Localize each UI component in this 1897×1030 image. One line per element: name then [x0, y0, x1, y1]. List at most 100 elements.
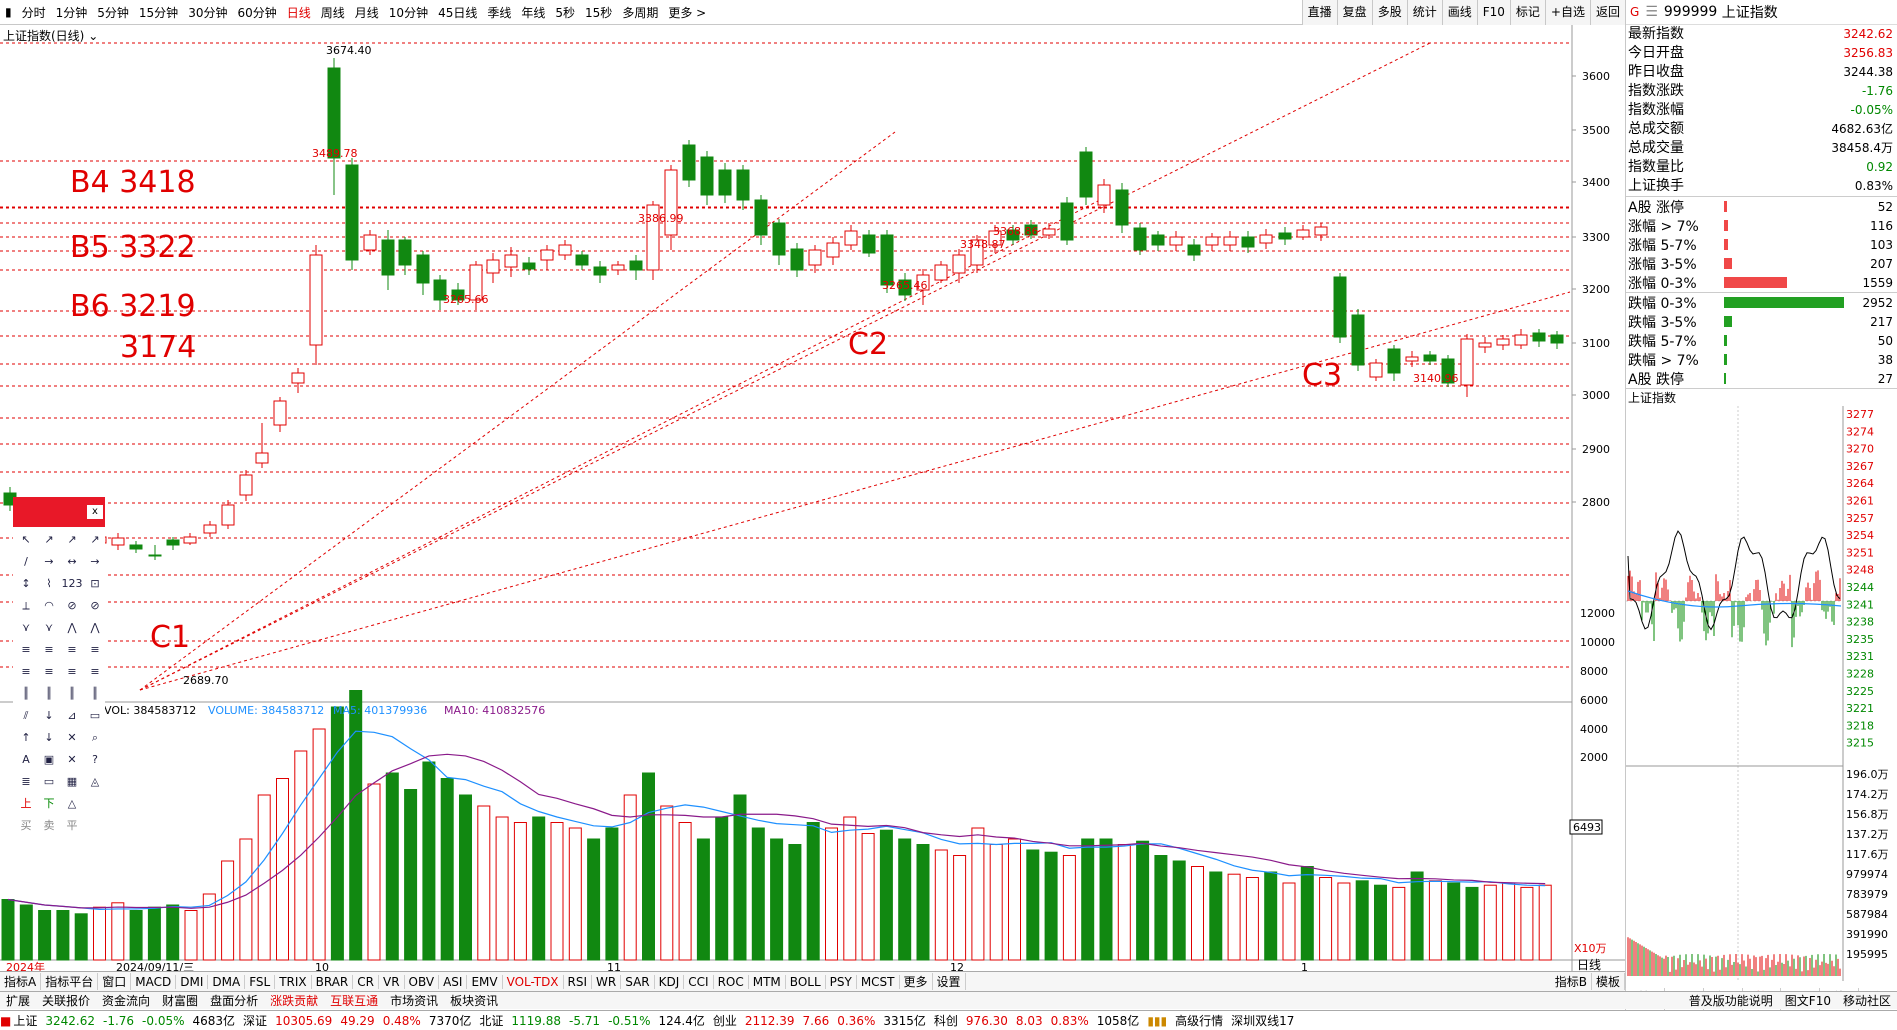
info-right-link[interactable]: 移动社区: [1842, 994, 1891, 1008]
f10-button[interactable]: F10: [1476, 0, 1510, 25]
drawing-tool-icon[interactable]: ✕: [67, 731, 77, 744]
drawing-tool-icon[interactable]: ⋀: [67, 621, 77, 634]
drawing-tool-icon[interactable]: ↗: [44, 533, 54, 546]
period-tab[interactable]: 5分钟: [97, 5, 129, 20]
drawing-tool-icon[interactable]: 买: [20, 819, 32, 832]
drawing-tool-icon[interactable]: ⊘: [90, 599, 100, 612]
indicator-tab[interactable]: 指标A: [0, 973, 42, 990]
drawing-tool-icon[interactable]: ▭: [89, 709, 101, 722]
stats-button[interactable]: 统计: [1406, 0, 1442, 25]
indicator-tab[interactable]: 更多: [900, 973, 933, 990]
drawing-tool-icon[interactable]: ≡: [44, 643, 54, 656]
period-tab[interactable]: 1分钟: [55, 5, 88, 20]
sz-label[interactable]: 深证: [243, 1014, 268, 1028]
drawing-tool-icon[interactable]: ║: [22, 687, 30, 700]
multi-stock-button[interactable]: 多股: [1371, 0, 1407, 25]
drawing-tool-icon[interactable]: ║: [68, 687, 76, 700]
drawing-tool-icon[interactable]: ⌇: [46, 577, 52, 590]
period-tab[interactable]: 45日线: [438, 5, 478, 20]
indicator-tab[interactable]: ASI: [439, 974, 468, 989]
period-tab[interactable]: 15分钟: [138, 5, 179, 20]
drawing-tool-icon[interactable]: ⟂: [22, 599, 30, 612]
drawing-tool-icon[interactable]: ≡: [21, 665, 31, 678]
drawing-tool-icon[interactable]: ↗: [90, 533, 100, 546]
drawing-tool-icon[interactable]: [84, 793, 106, 814]
drawing-tool-icon[interactable]: 平: [66, 819, 78, 832]
info-tab[interactable]: 互联互通: [330, 994, 379, 1008]
info-right-link[interactable]: 图文F10: [1784, 994, 1831, 1008]
indicator-tab[interactable]: 窗口: [98, 973, 132, 990]
period-tab[interactable]: 周线: [320, 5, 345, 20]
indicator-tab[interactable]: TRIX: [275, 974, 312, 989]
drawing-tool-icon[interactable]: ▭: [43, 775, 55, 788]
drawing-tool-icon[interactable]: ≡: [67, 665, 77, 678]
drawing-tool-icon[interactable]: 123: [61, 577, 83, 590]
close-icon[interactable]: x: [87, 505, 103, 519]
drawing-tool-icon[interactable]: ≣: [21, 775, 31, 788]
drawing-tool-icon[interactable]: ≡: [90, 643, 100, 656]
drawing-tool-icon[interactable]: →: [44, 555, 54, 568]
info-tab[interactable]: 市场资讯: [390, 994, 439, 1008]
drawing-tool-icon[interactable]: A: [22, 753, 30, 766]
indicator-tab[interactable]: DMI: [176, 974, 209, 989]
drawing-tool-icon[interactable]: 卖: [43, 819, 55, 832]
drawing-tool-icon[interactable]: ↓: [44, 731, 54, 744]
drawing-tool-icon[interactable]: ↔: [67, 555, 77, 568]
drawing-tool-icon[interactable]: ≡: [44, 665, 54, 678]
indicator-tab[interactable]: 指标平台: [41, 973, 99, 990]
indicator-tab[interactable]: BOLL: [786, 974, 826, 989]
info-right-link[interactable]: 普及版功能说明: [1688, 994, 1773, 1008]
period-tab[interactable]: 10分钟: [388, 5, 429, 20]
indicator-right-tab[interactable]: 指标B: [1551, 973, 1592, 990]
drawing-tool-icon[interactable]: ⋎: [44, 621, 54, 634]
indicator-tab[interactable]: CCI: [684, 974, 714, 989]
drawing-tool-icon[interactable]: ≡: [67, 643, 77, 656]
drawing-tool-icon[interactable]: 上: [20, 797, 32, 810]
period-tab[interactable]: 月线: [354, 5, 379, 20]
drawing-tool-icon[interactable]: ↕: [21, 577, 31, 590]
cy-label[interactable]: 创业: [712, 1014, 737, 1028]
period-tab[interactable]: 30分钟: [188, 5, 228, 20]
drawing-tool-icon[interactable]: ?: [92, 753, 98, 766]
drawing-tool-icon[interactable]: ↖: [21, 533, 31, 546]
drawing-tool-icon[interactable]: ⋎: [21, 621, 31, 634]
drawing-tool-icon[interactable]: ↑: [21, 731, 31, 744]
info-tab[interactable]: 板块资讯: [450, 994, 499, 1008]
indicator-tab[interactable]: VOL-TDX: [503, 974, 564, 989]
period-tab[interactable]: 60分钟: [237, 5, 277, 20]
period-tab[interactable]: 年线: [521, 5, 546, 20]
drawing-tool-icon[interactable]: ║: [45, 687, 53, 700]
drawing-tool-icon[interactable]: ≡: [90, 665, 100, 678]
more-periods-button[interactable]: 更多 >: [668, 5, 707, 20]
info-tab[interactable]: 财富圈: [162, 994, 199, 1008]
drawing-tool-icon[interactable]: ↗: [67, 533, 77, 546]
draw-line-button[interactable]: 画线: [1441, 0, 1477, 25]
period-tab[interactable]: 季线: [487, 5, 512, 20]
period-tab[interactable]: 5秒: [555, 5, 576, 20]
info-tab[interactable]: 资金流向: [102, 994, 151, 1008]
toolbox-header[interactable]: x: [13, 497, 105, 527]
indicator-tab[interactable]: BRAR: [312, 974, 354, 989]
mark-button[interactable]: 标记: [1509, 0, 1545, 25]
drawing-tool-icon[interactable]: ⋀: [90, 621, 100, 634]
indicator-tab[interactable]: MTM: [749, 974, 786, 989]
indicator-tab[interactable]: 设置: [933, 973, 966, 990]
intraday-chart[interactable]: 3277 3274 3270 3267 3264 3261 3257 3254 3251 3248…: [1626, 406, 1897, 981]
drawing-tool-icon[interactable]: →: [90, 555, 100, 568]
sh-label[interactable]: 上证: [13, 1014, 38, 1028]
drawing-tool-icon[interactable]: ↓: [44, 709, 54, 722]
info-tab[interactable]: 盘面分析: [210, 994, 259, 1008]
drawing-tool-icon[interactable]: ⫽: [23, 709, 29, 722]
kc-label[interactable]: 科创: [933, 1014, 958, 1028]
drawing-tool-icon[interactable]: ▦: [66, 775, 78, 788]
drawing-tool-icon[interactable]: ║: [91, 687, 99, 700]
indicator-tab[interactable]: CR: [353, 974, 379, 989]
period-tab[interactable]: 多周期: [622, 5, 659, 20]
advanced-quote-link[interactable]: 高级行情: [1175, 1014, 1224, 1028]
indicator-tab[interactable]: KDJ: [655, 974, 685, 989]
period-tab[interactable]: 分时: [21, 5, 46, 20]
info-tab[interactable]: 关联报价: [42, 994, 91, 1008]
chevron-down-icon[interactable]: ⌄: [88, 29, 99, 43]
indicator-tab[interactable]: EMV: [467, 974, 503, 989]
